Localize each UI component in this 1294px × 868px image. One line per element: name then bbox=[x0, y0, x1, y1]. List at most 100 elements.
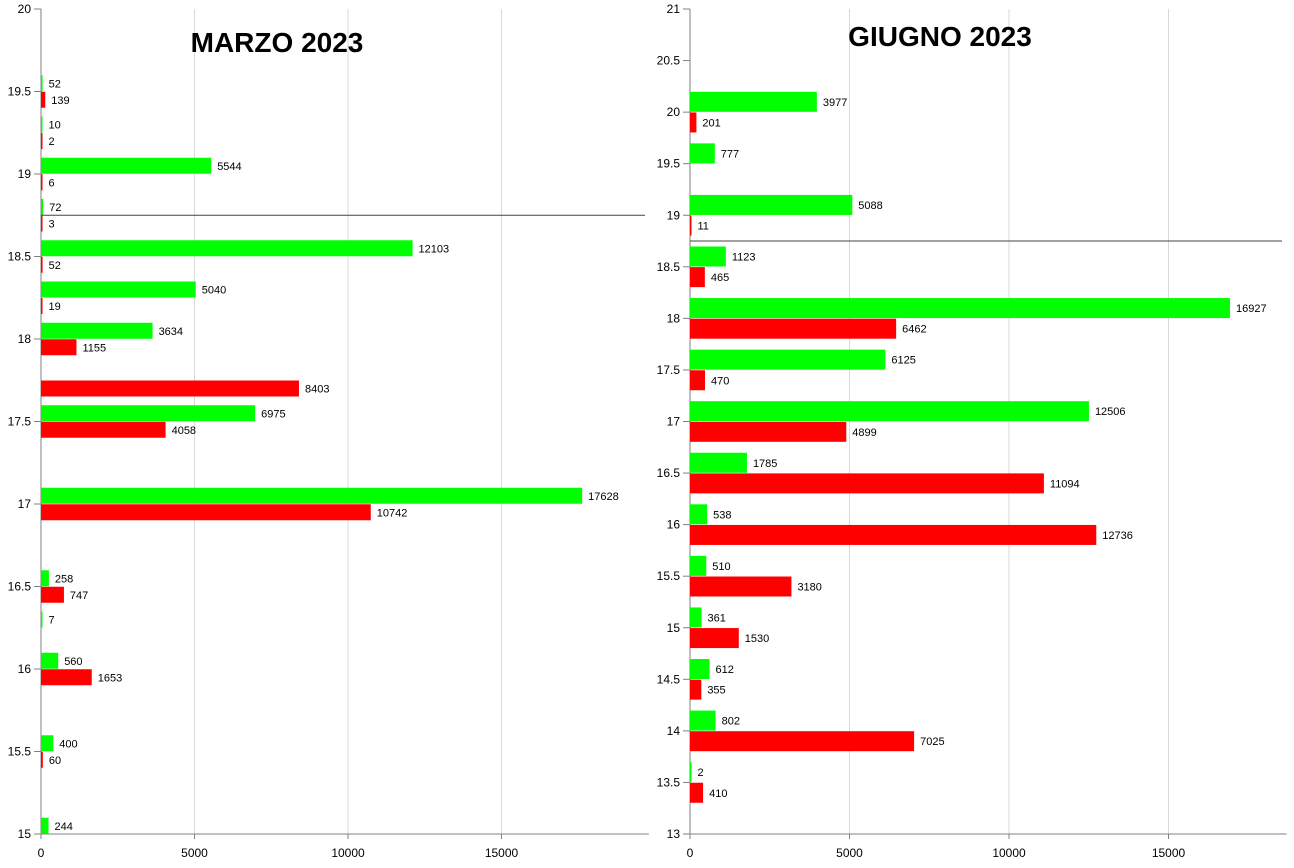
red-bar bbox=[41, 256, 43, 273]
chart-giugno-2023: 0 5000 10000 15000 13 13.5 14 14.5 15 15.5 16 16.5 1… bbox=[657, 2, 1287, 860]
x-tick-label: 15000 bbox=[485, 846, 519, 860]
data-label: 1785 bbox=[753, 458, 777, 470]
red-bar bbox=[690, 370, 705, 391]
y-tick-label: 19.5 bbox=[657, 157, 681, 171]
data-label: 7025 bbox=[920, 736, 944, 748]
x-tick-label: 15000 bbox=[1152, 846, 1186, 860]
data-label: 8403 bbox=[305, 384, 329, 396]
bars: 52 10 5544 72 12103 5040 3634 6975 17628 258 7 560 4… bbox=[41, 75, 619, 834]
data-label: 410 bbox=[709, 788, 727, 800]
y-tick-label: 18 bbox=[18, 332, 32, 346]
red-bar bbox=[41, 298, 43, 314]
y-tick-label: 19.5 bbox=[8, 85, 32, 99]
data-label: 17628 bbox=[588, 491, 619, 503]
data-label: 16927 bbox=[1236, 303, 1267, 315]
green-bar bbox=[41, 487, 583, 504]
green-bar bbox=[41, 199, 44, 215]
y-tick-label: 15 bbox=[667, 621, 681, 635]
green-bar bbox=[690, 349, 886, 370]
red-bar bbox=[41, 504, 371, 521]
y-tick-label: 17 bbox=[18, 497, 32, 511]
green-bar bbox=[690, 143, 715, 164]
data-label: 510 bbox=[712, 561, 730, 573]
green-bar bbox=[690, 555, 707, 576]
data-label: 4899 bbox=[852, 427, 876, 439]
y-tick-label: 16.5 bbox=[657, 466, 681, 480]
red-bar bbox=[690, 112, 697, 133]
data-label: 5040 bbox=[202, 285, 226, 297]
y-tick-label: 14 bbox=[667, 724, 681, 738]
data-label: 7 bbox=[49, 615, 55, 627]
data-label: 12506 bbox=[1095, 406, 1126, 418]
data-label: 5088 bbox=[858, 200, 882, 212]
y-tick-label: 14.5 bbox=[657, 672, 681, 686]
red-bar bbox=[41, 669, 92, 686]
data-label: 3977 bbox=[823, 97, 847, 109]
green-bar bbox=[41, 570, 49, 587]
green-bar bbox=[690, 452, 747, 473]
red-bar bbox=[690, 524, 1097, 545]
data-label: 72 bbox=[49, 202, 61, 214]
green-bar bbox=[690, 91, 817, 112]
y-tick-label: 13 bbox=[667, 827, 681, 841]
green-bar bbox=[41, 652, 59, 669]
data-label: 1530 bbox=[745, 633, 769, 645]
green-bar bbox=[690, 659, 710, 679]
data-label: 560 bbox=[64, 656, 82, 668]
y-tick-label: 16 bbox=[667, 518, 681, 532]
data-label: 802 bbox=[722, 716, 740, 728]
data-label: 747 bbox=[70, 590, 88, 602]
green-bar bbox=[41, 116, 43, 133]
y-tick-label: 15 bbox=[18, 827, 32, 841]
green-bar bbox=[41, 817, 49, 834]
data-label: 400 bbox=[59, 738, 77, 750]
chart-title: MARZO 2023 bbox=[191, 27, 364, 58]
y-tick-label: 18 bbox=[667, 311, 681, 325]
data-label: 10742 bbox=[377, 507, 408, 519]
data-label: 1155 bbox=[82, 342, 106, 354]
gridlines bbox=[849, 9, 1169, 834]
red-bar bbox=[690, 731, 915, 752]
y-tick-label: 18.5 bbox=[8, 250, 32, 264]
red-bar bbox=[690, 782, 704, 803]
y-tick-label: 16 bbox=[18, 662, 32, 676]
data-label: 1123 bbox=[732, 252, 756, 264]
y-tick-label: 15.5 bbox=[657, 569, 681, 583]
x-tick-label: 10000 bbox=[992, 846, 1026, 860]
y-tick-label: 13.5 bbox=[657, 775, 681, 789]
data-label: 19 bbox=[49, 301, 61, 313]
data-label: 470 bbox=[711, 375, 729, 387]
y-tick-label: 17 bbox=[667, 415, 681, 429]
green-bar bbox=[41, 322, 153, 339]
data-label: 5544 bbox=[217, 161, 241, 173]
red-bar bbox=[41, 215, 43, 232]
data-label: 12736 bbox=[1102, 530, 1133, 542]
red-bar bbox=[41, 421, 166, 438]
green-bar bbox=[41, 611, 43, 628]
data-label: 4058 bbox=[172, 425, 196, 437]
red-bar bbox=[690, 318, 897, 339]
red-bar bbox=[41, 133, 43, 149]
gridlines bbox=[194, 9, 502, 834]
y-tick-label: 17.5 bbox=[657, 363, 681, 377]
x-tick-label: 0 bbox=[687, 846, 694, 860]
data-label: 6 bbox=[49, 177, 55, 189]
y-tick-label: 15.5 bbox=[8, 745, 32, 759]
y-tick-label: 18.5 bbox=[657, 260, 681, 274]
y-tick-label: 16.5 bbox=[8, 580, 32, 594]
data-label: 2 bbox=[49, 136, 55, 148]
y-tick-label: 20 bbox=[18, 2, 32, 16]
data-label: 6125 bbox=[891, 355, 915, 367]
data-label: 12103 bbox=[419, 243, 450, 255]
y-tick-label: 21 bbox=[667, 2, 681, 16]
data-label: 612 bbox=[716, 664, 734, 676]
y-tick-label: 17.5 bbox=[8, 415, 32, 429]
data-label: 6462 bbox=[902, 324, 926, 336]
green-bar bbox=[690, 298, 1230, 319]
y-tick-label: 20 bbox=[667, 105, 681, 119]
data-label: 52 bbox=[49, 78, 61, 90]
data-label: 538 bbox=[713, 509, 731, 521]
green-bar bbox=[41, 735, 54, 752]
y-tick-label: 20.5 bbox=[657, 54, 681, 68]
green-bar bbox=[41, 240, 413, 257]
